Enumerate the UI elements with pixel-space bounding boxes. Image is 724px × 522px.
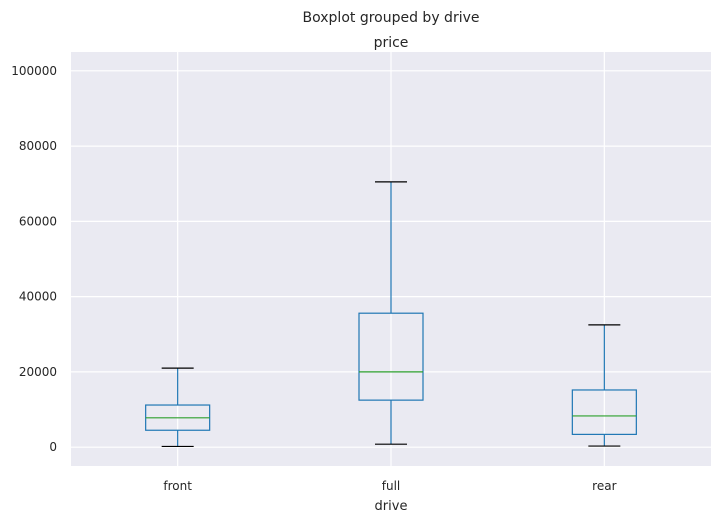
x-tick-labels: front full rear: [163, 479, 616, 493]
y-tick-label: 20000: [19, 365, 57, 379]
y-tick-label: 40000: [19, 290, 57, 304]
y-tick-labels: 0 20000 40000 60000 80000 100000: [11, 64, 57, 454]
box-layer: [145, 181, 637, 448]
chart-suptitle: Boxplot grouped by drive: [303, 10, 480, 26]
iqr-box: [358, 312, 424, 401]
x-axis-label: drive: [375, 499, 408, 514]
box-front: [145, 367, 211, 448]
box-rear: [571, 324, 637, 447]
x-tick-label: front: [163, 479, 192, 493]
iqr-box: [571, 389, 637, 435]
y-tick-label: 60000: [19, 214, 57, 228]
x-tick-label: full: [382, 479, 401, 493]
chart-title: price: [374, 35, 409, 51]
box-full: [358, 181, 424, 445]
y-tick-label: 0: [49, 440, 57, 454]
x-tick-label: rear: [592, 479, 616, 493]
y-tick-label: 80000: [19, 139, 57, 153]
y-tick-label: 100000: [11, 64, 57, 78]
